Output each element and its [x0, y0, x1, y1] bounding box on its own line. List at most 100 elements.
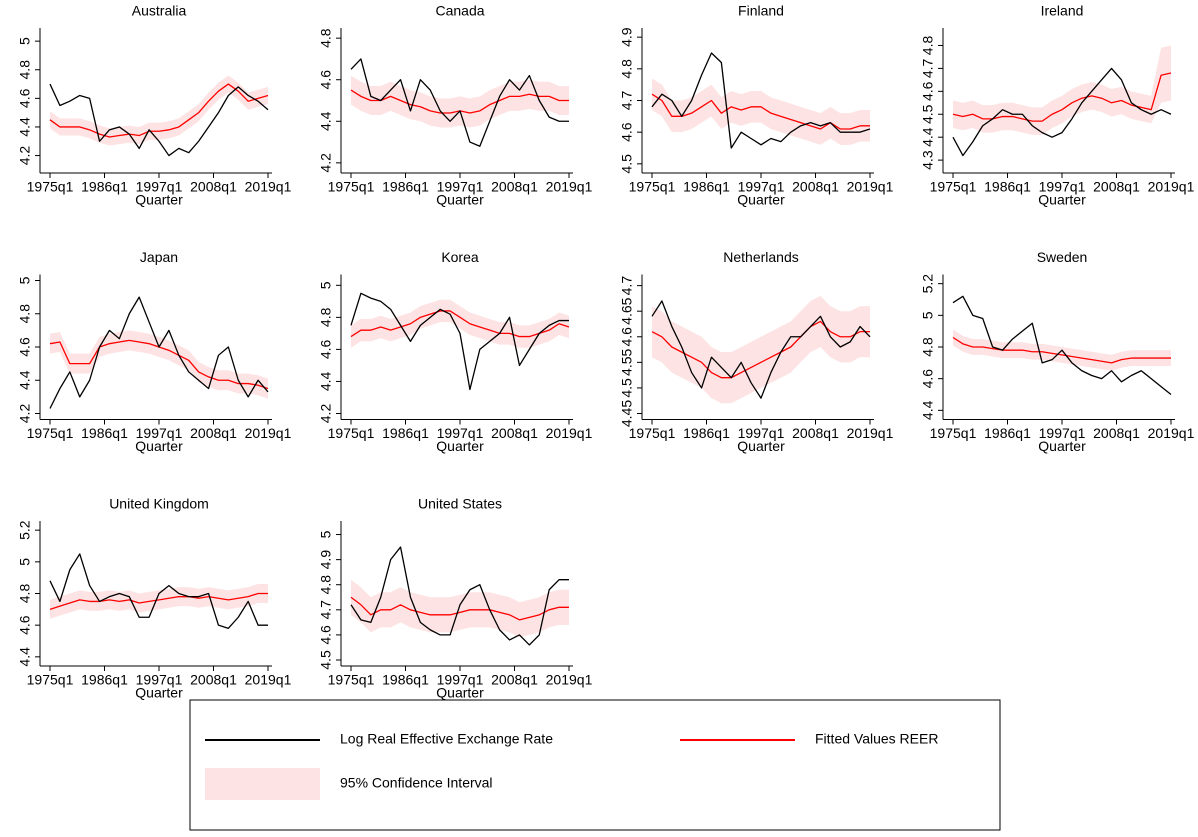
x-tick-label: 1997q1 [738, 179, 785, 195]
y-tick-label: 5 [17, 37, 33, 45]
y-tick-label: 4.8 [920, 337, 936, 357]
x-tick-label: 1986q1 [81, 672, 128, 688]
actual-line [651, 300, 871, 399]
y-tick-label: 4.3 [920, 150, 936, 170]
actual-line [350, 546, 569, 646]
x-axis-label: Quarter [1038, 438, 1086, 454]
confidence-band [351, 299, 569, 348]
panel-title: Ireland [1041, 3, 1084, 19]
legend-label: 95% Confidence Interval [340, 775, 493, 791]
actual-line [49, 553, 268, 629]
x-tick-label: 2008q1 [792, 179, 839, 195]
x-tick-label: 2019q1 [245, 672, 292, 688]
legend: Log Real Effective Exchange Rate Fitted … [189, 699, 1001, 831]
panel-title: Canada [435, 3, 484, 19]
x-tick-label: 1975q1 [328, 425, 375, 441]
x-axis-label: Quarter [737, 192, 785, 208]
y-tick-label: 4.2 [318, 404, 334, 424]
x-tick-label: 1986q1 [382, 425, 429, 441]
x-tick-label: 2008q1 [491, 425, 538, 441]
x-tick-label: 1975q1 [27, 179, 74, 195]
confidence-band [351, 579, 569, 638]
x-tick-label: 2019q1 [245, 179, 292, 195]
x-tick-label: 2019q1 [1148, 425, 1195, 441]
x-tick-label: 2019q1 [847, 179, 894, 195]
confidence-band [652, 295, 870, 404]
y-tick-label: 4.55 [619, 349, 635, 376]
y-tick-label: 4.8 [920, 36, 936, 56]
actual-line [49, 296, 269, 409]
x-axis-label: Quarter [135, 192, 183, 208]
y-tick-label: 4.8 [17, 584, 33, 604]
x-tick-label: 1986q1 [984, 179, 1031, 195]
x-tick-label: 2008q1 [1093, 425, 1140, 441]
x-axis-label: Quarter [135, 685, 183, 701]
panel-title: Korea [441, 249, 479, 265]
y-tick-label: 4.5 [920, 104, 936, 124]
x-tick-label: 1975q1 [629, 179, 676, 195]
x-tick-label: 1986q1 [382, 179, 429, 195]
legend-label: Log Real Effective Exchange Rate [340, 731, 553, 747]
fitted-line [49, 592, 268, 610]
x-tick-label: 1997q1 [1039, 425, 1086, 441]
y-tick-label: 4.7 [619, 276, 635, 296]
y-tick-label: 4.6 [318, 625, 334, 645]
fitted-line [350, 596, 569, 621]
x-tick-label: 1986q1 [984, 425, 1031, 441]
panel: Ireland 4.3 4.4 4.5 4.6 4.7 4.8 1975q1 1986q1 199… [920, 3, 1195, 208]
y-tick-label: 4.6 [619, 327, 635, 347]
panel-title: Netherlands [723, 249, 799, 265]
actual-line [350, 292, 569, 391]
y-tick-label: 5 [318, 530, 334, 538]
x-tick-label: 2019q1 [1148, 179, 1195, 195]
x-tick-label: 2008q1 [190, 179, 237, 195]
y-tick-label: 4.4 [318, 372, 334, 392]
x-tick-label: 2008q1 [792, 425, 839, 441]
panel: Sweden 4.4 4.6 4.8 5 5.2 1975q1 1986q1 1997q1 200… [920, 249, 1195, 454]
x-tick-label: 1997q1 [136, 425, 183, 441]
x-tick-label: 1997q1 [1039, 179, 1086, 195]
y-tick-label: 4.8 [318, 28, 334, 48]
confidence-band [953, 45, 1171, 135]
y-tick-label: 4.6 [920, 369, 936, 389]
y-tick-label: 4.9 [619, 27, 635, 47]
panel: Netherlands 4.45 4.5 4.55 4.6 4.654.7 1975q1 19… [619, 249, 894, 454]
y-tick-label: 4.45 [619, 400, 635, 427]
actual-line [952, 295, 1172, 396]
panel-title: United Kingdom [109, 496, 209, 512]
x-axis-label: Quarter [737, 438, 785, 454]
y-tick-label: 5 [17, 276, 33, 284]
y-tick-label: 4.6 [17, 88, 33, 108]
y-tick-label: 4.2 [17, 146, 33, 166]
fitted-line [651, 320, 870, 379]
fitted-line [651, 93, 870, 130]
y-tick-label: 4.4 [17, 370, 33, 390]
y-tick-label: 4.4 [920, 127, 936, 147]
x-tick-label: 2008q1 [1093, 179, 1140, 195]
fitted-line [952, 336, 1171, 364]
confidence-band [351, 75, 569, 128]
confidence-band [50, 584, 268, 619]
x-tick-label: 2008q1 [190, 672, 237, 688]
fitted-line [49, 83, 269, 138]
y-tick-label: 4.5 [619, 378, 635, 398]
x-tick-label: 1975q1 [930, 179, 977, 195]
legend-box [189, 699, 1001, 831]
y-tick-label: 4.6 [17, 337, 33, 357]
x-tick-label: 1986q1 [683, 179, 730, 195]
x-axis-label: Quarter [436, 192, 484, 208]
y-tick-label: 4.8 [318, 307, 334, 327]
y-tick-label: 4.8 [318, 575, 334, 595]
y-tick-label: 5.2 [920, 274, 936, 294]
panel: Finland 4.5 4.6 4.7 4.8 4.9 1975q1 1986q1 1997q1… [619, 3, 894, 208]
x-tick-label: 1986q1 [683, 425, 730, 441]
y-tick-label: 4.4 [17, 647, 33, 667]
y-tick-label: 4.8 [17, 60, 33, 80]
y-tick-label: 4.4 [17, 117, 33, 137]
x-tick-label: 2019q1 [546, 672, 593, 688]
y-tick-label: 4.8 [17, 304, 33, 324]
panel-title: Sweden [1037, 249, 1088, 265]
y-tick-label: 4.5 [318, 650, 334, 670]
panel-title: Australia [132, 3, 187, 19]
